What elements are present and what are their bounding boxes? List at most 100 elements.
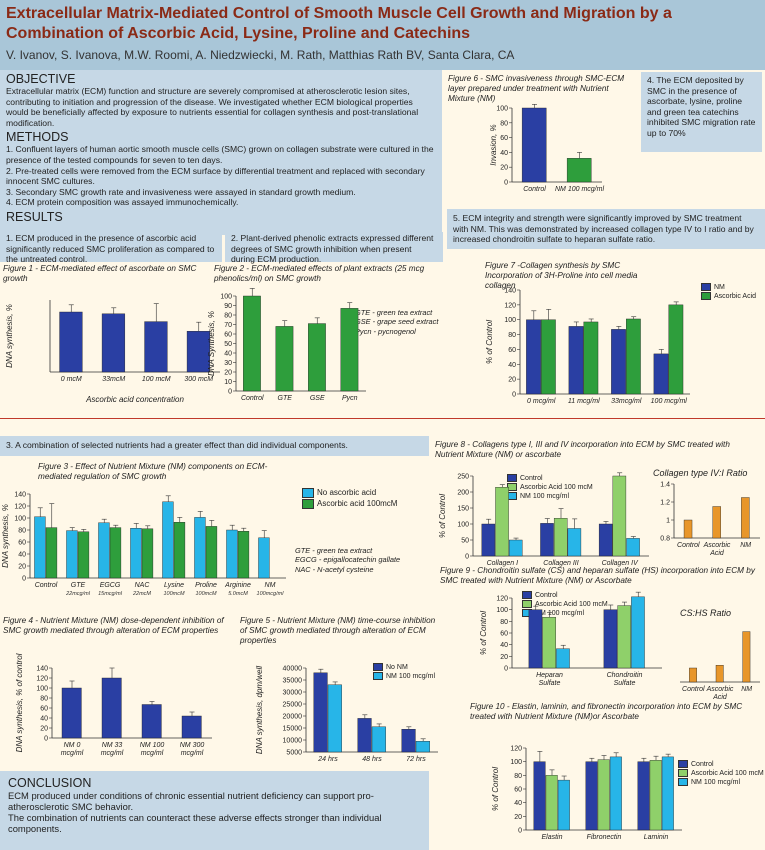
fig4-ytick-label-1: 20 bbox=[40, 726, 48, 733]
fig7-caption: Figure 7 -Collagen synthesis by SMC Inco… bbox=[485, 261, 638, 290]
authors: V. Ivanov, S. Ivanova, M.W. Roomi, A. Ni… bbox=[6, 48, 515, 62]
fig8-legend-aa: Ascorbic Acid 100 mcM bbox=[520, 484, 593, 491]
fig9b-xlabel-1: Ascorbic Acid bbox=[706, 686, 734, 701]
fig4-chart: 0 20 40 60 80 100 120 140 DNA synthesis, % of co… bbox=[15, 653, 212, 757]
fig7-xlabel-3: 100 mcg/ml bbox=[651, 398, 688, 405]
fig3-bar-7-0 bbox=[258, 537, 270, 579]
fig2-ytick-label-1: 10 bbox=[224, 379, 232, 386]
fig3-ytick-label-2: 40 bbox=[18, 552, 26, 559]
fig2-ytick-label-3: 30 bbox=[224, 360, 232, 367]
fig8b-caption: Collagen type IV:I Ratio bbox=[653, 468, 748, 478]
fig5-ytick-label-3: 20000 bbox=[283, 714, 303, 721]
fig5-chart: 5000 10000 15000 20000 25000 30000 35000 40000 D… bbox=[255, 666, 438, 763]
fig2-xlabel-3: Pycn bbox=[342, 395, 358, 402]
fig3-bar-3-1 bbox=[141, 528, 154, 579]
fig10-legend-control: Control bbox=[691, 761, 714, 768]
fig9-legend: Control Ascorbic Acid 100 mcM NM 100 mcg… bbox=[522, 591, 608, 618]
conclusion-box: CONCLUSION ECM produced under conditions… bbox=[0, 771, 429, 850]
fig8-ylabel: % of Control bbox=[438, 494, 447, 538]
fig1-chart: DNA synthesis, % 0 mcM 33mcM 100 mcM 300 mcM… bbox=[5, 300, 220, 404]
fig3-ytick-label-7: 140 bbox=[14, 492, 26, 499]
fig5-ytick-label-0: 5000 bbox=[286, 750, 302, 757]
fig9b-bar-1-0 bbox=[715, 665, 724, 683]
fig8-bar-1-2 bbox=[567, 528, 582, 557]
fig1-bar-1-0 bbox=[101, 313, 126, 373]
fig3-xlabel-7: NM bbox=[265, 582, 276, 589]
fig8-ytick-label-0: 0 bbox=[465, 554, 469, 561]
fig7-legend-nm: NM bbox=[714, 284, 725, 291]
fig3-xlabel-6: Arginine bbox=[224, 582, 251, 589]
fig8-legend-control: Control bbox=[520, 475, 543, 482]
fig10-ytick-label-2: 40 bbox=[514, 800, 522, 807]
fig2-note-1: GTE - green tea extract bbox=[355, 308, 433, 317]
fig8-xlabel-1: Collagen III bbox=[543, 560, 578, 567]
results-heading: RESULTS bbox=[6, 209, 63, 224]
methods-heading: METHODS bbox=[6, 130, 69, 145]
fig3-note-1: GTE - green tea extract bbox=[295, 546, 373, 555]
fig5-ytick-label-5: 30000 bbox=[283, 690, 303, 697]
fig1-caption: Figure 1 - ECM-mediated effect of ascorb… bbox=[3, 264, 197, 283]
fig10-ytick-label-3: 60 bbox=[514, 787, 522, 794]
fig7-bar-2-0 bbox=[611, 329, 626, 395]
fig5-ylabel: DNA synthesis, dpm/well bbox=[255, 666, 264, 754]
fig2-ytick-label-7: 70 bbox=[224, 322, 232, 329]
fig5-legend: No NM NM 100 mcg/ml bbox=[373, 663, 435, 681]
fig6-xlabel-1: NM 100 mcg/ml bbox=[555, 186, 604, 193]
fig8b-ytick-label-3: 1.4 bbox=[660, 482, 670, 489]
fig6-bar-0-0 bbox=[521, 107, 547, 183]
fig7-ytick-label-4: 80 bbox=[508, 332, 516, 339]
fig10-ytick-label-0: 0 bbox=[518, 828, 522, 835]
result-4-box: 4. The ECM deposited by SMC in the prese… bbox=[641, 72, 762, 152]
fig1-xlabel-3: 300 mcM bbox=[184, 376, 213, 383]
fig6-ytick-label-3: 60 bbox=[500, 135, 508, 142]
fig9-ylabel: % of Control bbox=[479, 611, 488, 655]
fig9-bar-0-1 bbox=[542, 617, 556, 669]
section-divider bbox=[0, 418, 765, 419]
fig4-xlabel-0: NM 0 mcg/ml bbox=[61, 742, 84, 757]
fig5-ytick-label-1: 10000 bbox=[283, 738, 303, 745]
fig6-xlabel-0: Control bbox=[523, 186, 546, 193]
fig3-bar-2-0 bbox=[98, 522, 110, 579]
fig9-ytick-label-5: 100 bbox=[496, 607, 508, 614]
fig3-xlabel-4: Lysine bbox=[164, 582, 184, 589]
fig3-bar-6-0 bbox=[226, 529, 238, 579]
fig7-bar-3-0 bbox=[653, 353, 669, 395]
methods-item-1: 1. Confluent layers of human aortic smoo… bbox=[6, 144, 434, 165]
fig9-bar-0-0 bbox=[528, 609, 543, 669]
conclusion-p2: The combination of nutrients can counter… bbox=[8, 812, 382, 834]
fig2-ytick-label-0: 0 bbox=[228, 389, 232, 396]
fig8-bar-2-0 bbox=[598, 523, 613, 557]
fig3-legend-aa: Ascorbic acid 100mcM bbox=[317, 499, 398, 508]
fig10-xlabel-0: Elastin bbox=[541, 834, 562, 841]
fig8b-bar-0-0 bbox=[683, 519, 693, 539]
fig3-chart: 0 20 40 60 80 100 120 140 DNA synthesis, % Contro… bbox=[1, 492, 286, 597]
fig7-legend: NM Ascorbic Acid bbox=[701, 283, 756, 301]
fig1-xlabel-0: 0 mcM bbox=[61, 376, 82, 383]
fig3-bar-0-1 bbox=[45, 527, 58, 579]
fig5-xlabel-0: 24 hrs bbox=[317, 756, 338, 763]
methods-item-2: 2. Pre-treated cells were removed from t… bbox=[6, 165, 425, 187]
fig2-xlabel-2: GSE bbox=[310, 395, 325, 402]
fig8-bar-0-0 bbox=[481, 523, 496, 557]
fig10-bar-0-2 bbox=[557, 779, 570, 831]
fig4-ylabel: DNA synthesis, % of control bbox=[15, 653, 24, 752]
fig10-ytick-label-5: 100 bbox=[510, 759, 522, 766]
fig2-note-3: Pycn - pycnogenol bbox=[355, 326, 416, 336]
fig1-bar-0-0 bbox=[59, 311, 83, 373]
fig10-ylabel: % of Control bbox=[491, 767, 500, 811]
fig3-bar-2-1 bbox=[109, 527, 122, 579]
fig10-bar-2-2 bbox=[661, 756, 674, 831]
fig7-bar-2-1 bbox=[626, 318, 641, 395]
fig4-ytick-label-2: 40 bbox=[40, 716, 48, 723]
result-1-text: 1. ECM produced in the presence of ascor… bbox=[6, 233, 215, 265]
fig5-legend-no-nm: No NM bbox=[386, 664, 408, 671]
fig2-ytick-label-6: 60 bbox=[224, 332, 232, 339]
fig3-caption: Figure 3 - Effect of Nutrient Mixture (N… bbox=[38, 462, 268, 481]
fig8-xlabel-0: Collagen I bbox=[487, 560, 519, 567]
fig1-ylabel: DNA synthesis, % bbox=[5, 304, 14, 368]
fig4-bar-2-0 bbox=[141, 704, 162, 739]
fig9-caption: Figure 9 - Chondroitin sulfate (CS) and … bbox=[440, 566, 755, 585]
fig4-bar-3-0 bbox=[181, 715, 202, 739]
result-5-box: 5. ECM integrity and strength were signi… bbox=[447, 209, 765, 249]
fig9b-xlabel-0: Control bbox=[682, 686, 705, 693]
